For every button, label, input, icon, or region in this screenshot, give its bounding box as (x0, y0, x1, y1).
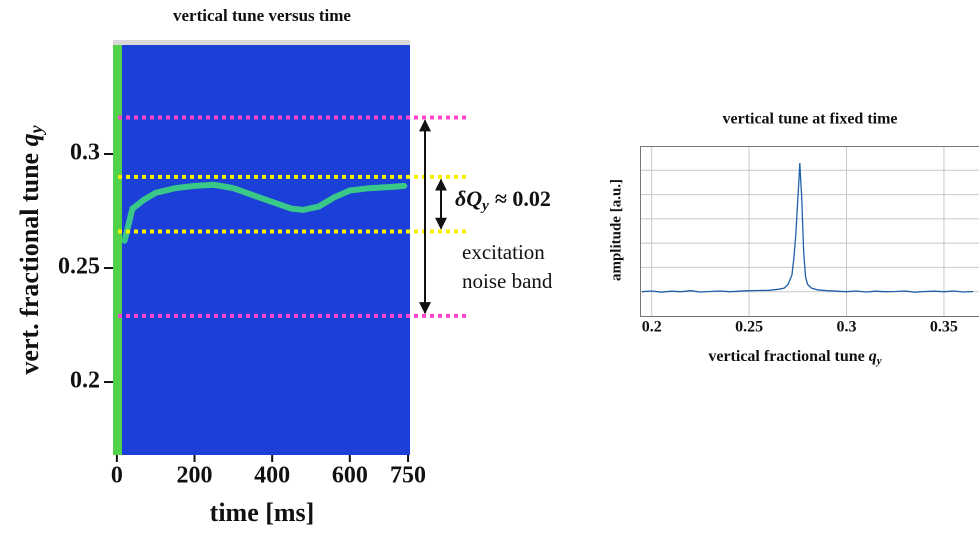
annotation-subscript: y (480, 198, 489, 214)
spectrum-line (641, 162, 974, 293)
y-tick-label: 0.3 (70, 140, 100, 166)
plot-background (113, 40, 410, 455)
x-tick-label: 600 (332, 463, 368, 489)
x-label-subscript: y (875, 355, 882, 367)
y-tick-label: 0.2 (70, 368, 100, 394)
left-strip (113, 45, 122, 455)
tune-trace (121, 181, 408, 244)
x-axis-label: vertical fractional tune qy (708, 348, 881, 367)
heatmap-chart: vertical tune versus time time [ms] vert… (15, 6, 553, 527)
x-tick-label: 0.3 (837, 319, 857, 336)
annotation-symbol: δQ (455, 186, 482, 211)
annotation-line: noise band (462, 269, 553, 293)
x-label-text: vertical fractional tune (708, 348, 868, 365)
x-tick-label: 200 (177, 463, 213, 489)
x-label-symbol: q (869, 348, 877, 365)
x-tick-label: 400 (254, 463, 290, 489)
annotation-line: excitation (462, 240, 545, 264)
annotation-value: ≈ 0.02 (495, 186, 551, 211)
y-label-text: vert. fractional tune (15, 146, 44, 374)
y-axis-label: amplitude [a.u.] (608, 179, 624, 281)
y-tick-label: 0.25 (58, 254, 100, 280)
x-tick-label: 0.25 (735, 319, 763, 336)
line-chart: vertical tune at fixed time vertical fra… (608, 111, 979, 367)
y-label-symbol: q (15, 133, 44, 146)
y-axis-label: vert. fractional tune qy (15, 124, 46, 374)
annotation: δQy ≈ 0.02 (455, 186, 551, 214)
y-label-subscript: y (26, 124, 46, 135)
x-axis-label: time [ms] (210, 498, 315, 527)
x-tick-label: 0.2 (642, 319, 662, 336)
plot-top-strip (113, 40, 410, 45)
x-tick-label: 750 (390, 463, 426, 489)
chart-title: vertical tune at fixed time (722, 111, 897, 128)
x-tick-label: 0.35 (930, 319, 958, 336)
chart-title: vertical tune versus time (173, 6, 351, 25)
plot-frame (640, 146, 979, 317)
x-tick-label: 0 (111, 463, 123, 489)
